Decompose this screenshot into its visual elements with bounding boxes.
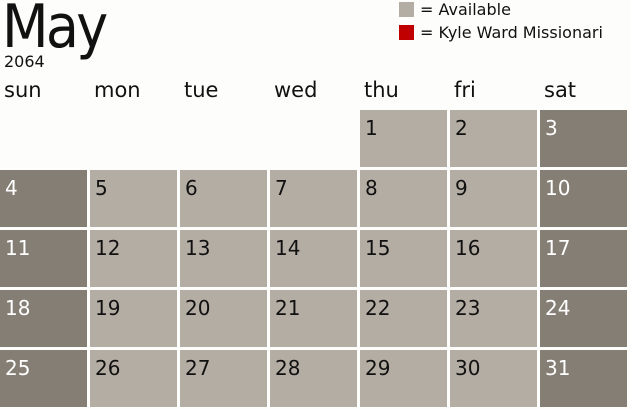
day-cell[interactable]: 24 — [540, 290, 627, 347]
legend-available: = Available — [399, 0, 511, 19]
day-cell[interactable]: 22 — [360, 290, 447, 347]
day-cell[interactable]: 29 — [360, 350, 447, 407]
day-cell[interactable]: 2 — [450, 110, 537, 167]
kyle-ward-swatch — [399, 25, 414, 40]
day-cell[interactable]: 14 — [270, 230, 357, 287]
day-cell[interactable]: 1 — [360, 110, 447, 167]
day-cell[interactable]: 20 — [180, 290, 267, 347]
available-swatch — [399, 2, 414, 17]
day-cell[interactable]: 9 — [450, 170, 537, 227]
day-cell[interactable]: 18 — [0, 290, 87, 347]
day-header-fri: fri — [454, 78, 476, 102]
day-cell[interactable]: 23 — [450, 290, 537, 347]
day-header-mon: mon — [94, 78, 141, 102]
day-cell[interactable]: 26 — [90, 350, 177, 407]
year-label: 2064 — [4, 52, 45, 71]
day-cell[interactable]: 3 — [540, 110, 627, 167]
day-cell[interactable]: 6 — [180, 170, 267, 227]
day-cell[interactable]: 19 — [90, 290, 177, 347]
legend-kyle-ward: = Kyle Ward Missionari — [399, 23, 603, 42]
day-header-sat: sat — [544, 78, 577, 102]
day-cell[interactable]: 27 — [180, 350, 267, 407]
day-cell[interactable]: 17 — [540, 230, 627, 287]
day-cell[interactable]: 8 — [360, 170, 447, 227]
day-header-wed: wed — [274, 78, 318, 102]
day-cell[interactable]: 16 — [450, 230, 537, 287]
day-cell[interactable]: 30 — [450, 350, 537, 407]
day-cell[interactable]: 10 — [540, 170, 627, 227]
day-cell[interactable]: 25 — [0, 350, 87, 407]
day-cell[interactable]: 4 — [0, 170, 87, 227]
day-cell[interactable]: 28 — [270, 350, 357, 407]
day-cell[interactable]: 21 — [270, 290, 357, 347]
day-cell[interactable]: 11 — [0, 230, 87, 287]
month-title: May — [2, 0, 108, 62]
day-cell[interactable]: 13 — [180, 230, 267, 287]
day-cell[interactable]: 31 — [540, 350, 627, 407]
day-cell[interactable]: 5 — [90, 170, 177, 227]
day-header-sun: sun — [4, 78, 42, 102]
day-header-thu: thu — [364, 78, 399, 102]
day-cell[interactable]: 15 — [360, 230, 447, 287]
day-header-tue: tue — [184, 78, 219, 102]
day-cell[interactable]: 7 — [270, 170, 357, 227]
day-cell[interactable]: 12 — [90, 230, 177, 287]
